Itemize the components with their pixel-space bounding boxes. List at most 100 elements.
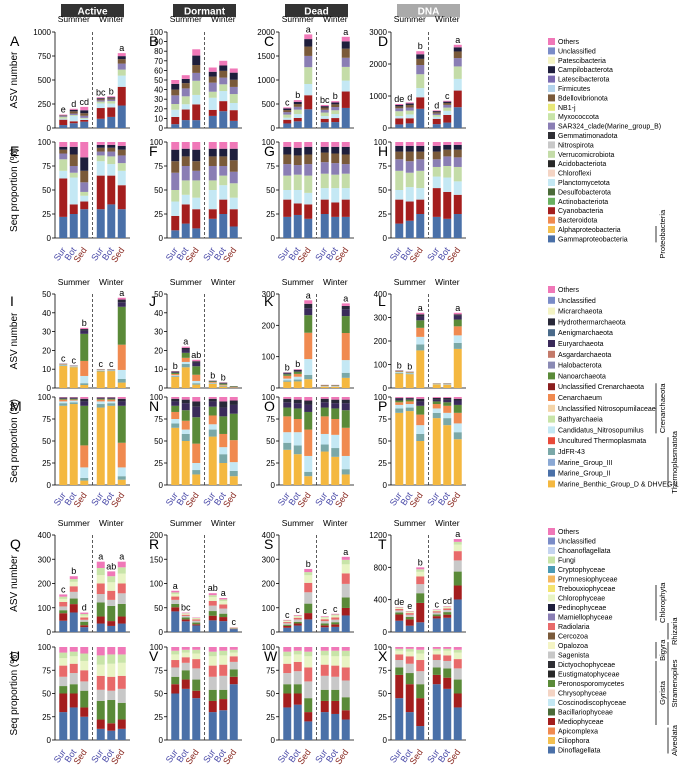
significance-letter: b: [82, 318, 87, 328]
proportion-bar-segment: [192, 209, 201, 229]
count-bar-segment: [117, 567, 126, 574]
significance-letter: a: [183, 337, 188, 347]
count-bar-segment: [395, 111, 404, 116]
count-bar-segment: [192, 618, 201, 620]
proportion-bar-segment: [304, 455, 313, 472]
count-bar-segment: [80, 118, 89, 120]
proportion-bar-segment: [229, 440, 238, 463]
header-box-dead: [285, 4, 348, 17]
y-axis-title-proportion: Seq proportion (%): [9, 652, 20, 736]
y-tick-label: 100: [38, 604, 52, 613]
proportion-bar-segment: [208, 166, 217, 181]
count-bar-segment: [304, 300, 313, 304]
significance-letter: bc: [181, 603, 191, 613]
proportion-bar-segment: [283, 154, 292, 165]
proportion-bar-segment: [283, 416, 292, 433]
legend-entry: Desulfobacterota: [558, 189, 611, 196]
count-bar-segment: [69, 109, 78, 112]
count-bar-segment: [107, 599, 116, 606]
proportion-bar-segment: [208, 415, 217, 425]
proportion-bar-segment: [107, 723, 116, 731]
count-bar-segment: [341, 372, 350, 378]
y-tick-label: 500: [262, 100, 276, 109]
proportion-bar-segment: [107, 397, 116, 399]
y-tick-label: 400: [38, 531, 52, 540]
proportion-bar-segment: [192, 474, 201, 485]
proportion-bar-segment: [405, 220, 414, 238]
count-bar-segment: [341, 303, 350, 306]
count-bar-segment: [208, 595, 217, 598]
proportion-bar-segment: [432, 404, 441, 409]
significance-letter: ab: [208, 583, 218, 593]
legend-swatch: [548, 361, 555, 369]
proportion-bar-segment: [69, 146, 78, 155]
count-bar-segment: [192, 362, 201, 367]
proportion-bar-segment: [117, 479, 126, 485]
significance-letter: c: [323, 606, 328, 616]
count-bar-segment: [192, 622, 201, 625]
legend-entry: Euryarchaeota: [558, 341, 604, 348]
proportion-bar-segment: [443, 412, 452, 419]
proportion-bar-segment: [117, 398, 126, 402]
proportion-bar-segment: [453, 649, 462, 653]
proportion-bar-segment: [432, 397, 441, 400]
proportion-bar-segment: [117, 149, 126, 156]
legend-swatch: [548, 670, 555, 678]
y-tick-label: 50: [154, 186, 163, 195]
proportion-bar-segment: [293, 165, 302, 175]
proportion-bar-segment: [171, 215, 180, 231]
y-tick-label: 30: [154, 95, 163, 104]
proportion-bar-segment: [208, 429, 217, 437]
proportion-bar-segment: [107, 147, 116, 152]
count-bar-segment: [304, 332, 313, 360]
proportion-bar-segment: [416, 441, 425, 485]
proportion-bar-segment: [171, 142, 180, 150]
proportion-bar-segment: [229, 661, 238, 670]
proportion-bar-segment: [405, 673, 414, 685]
proportion-bar-segment: [304, 647, 313, 652]
proportion-bar-segment: [395, 159, 404, 171]
proportion-bar-segment: [80, 670, 89, 682]
count-bar-segment: [443, 107, 452, 111]
proportion-bar-segment: [416, 159, 425, 171]
proportion-bar-segment: [219, 447, 228, 455]
count-bar-segment: [395, 104, 404, 107]
proportion-bar-segment: [117, 401, 126, 406]
legend-bracket-label: Rhizaria: [670, 617, 679, 645]
count-bar-segment: [416, 602, 425, 623]
proportion-bar-segment: [293, 693, 302, 705]
panel-letter: F: [149, 143, 158, 159]
proportion-bar-segment: [293, 419, 302, 433]
y-tick-label: 100: [262, 138, 276, 147]
count-bar-segment: [117, 593, 126, 604]
count-bar-segment: [59, 115, 68, 117]
proportion-bar-segment: [304, 476, 313, 485]
legend-entry: Eustigmatophyceae: [558, 672, 620, 679]
count-bar-segment: [453, 312, 462, 315]
count-bar-segment: [432, 111, 441, 113]
proportion-bar-segment: [341, 697, 350, 711]
count-bar-segment: [304, 359, 313, 375]
proportion-bar-segment: [331, 188, 340, 203]
y-tick-label: 75: [154, 415, 163, 424]
count-bar-segment: [171, 371, 180, 372]
count-bar-segment: [453, 90, 462, 108]
count-bar-segment: [171, 124, 180, 128]
proportion-bar-segment: [181, 410, 190, 421]
significance-letter: c: [61, 354, 66, 364]
count-bar-segment: [453, 78, 462, 91]
proportion-bar-segment: [107, 403, 116, 406]
significance-letter: c: [61, 584, 66, 594]
count-bar-segment: [405, 373, 414, 375]
proportion-bar-segment: [293, 432, 302, 446]
proportion-bar-segment: [96, 700, 105, 720]
proportion-bar-segment: [80, 681, 89, 691]
proportion-bar-segment: [432, 654, 441, 661]
count-bar-segment: [107, 99, 116, 102]
count-bar-segment: [96, 371, 105, 388]
count-bar-segment: [219, 84, 228, 92]
count-bar-segment: [171, 89, 180, 96]
proportion-bar-segment: [395, 408, 404, 413]
count-bar-segment: [443, 612, 452, 615]
